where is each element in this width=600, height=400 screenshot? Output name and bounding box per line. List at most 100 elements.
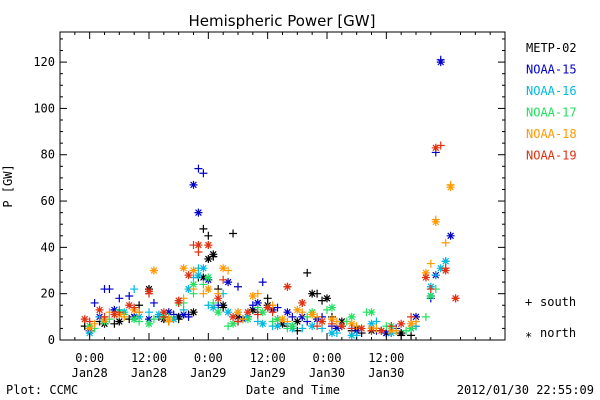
chart-title: Hemispheric Power [GW] [189, 12, 376, 30]
south-point [130, 285, 139, 294]
north-point [204, 273, 213, 282]
north-point [209, 303, 218, 312]
north-point [431, 217, 440, 226]
north-point [199, 273, 208, 282]
north-point [436, 264, 445, 273]
series-noaa-15 [85, 55, 455, 338]
x-tick-label-time: 12:00 [250, 351, 286, 365]
south-point [199, 289, 208, 298]
x-tick-label-time: 12:00 [368, 351, 404, 365]
footer-timestamp: 2012/01/30 22:55:09 [457, 383, 594, 397]
north-point [234, 308, 242, 317]
south-point [194, 164, 203, 173]
south-point [149, 315, 158, 324]
north-point [337, 317, 346, 326]
north-point [347, 319, 356, 328]
x-tick-label-date: Jan28 [131, 366, 167, 380]
north-point [115, 317, 124, 326]
north-point [426, 292, 435, 300]
south-point [268, 308, 277, 317]
north-point [327, 303, 336, 312]
south-point [327, 319, 336, 328]
south-point [347, 324, 356, 333]
north-point [159, 308, 168, 317]
north-point [189, 308, 198, 317]
south-point [145, 308, 153, 317]
south-point [298, 324, 307, 333]
south-point [263, 294, 272, 303]
north-point [293, 317, 302, 326]
north-point [199, 264, 208, 273]
north-point [194, 241, 203, 250]
north-point [184, 271, 193, 280]
series-noaa-19 [80, 141, 460, 335]
north-point [189, 280, 198, 289]
marker-legend-symbol: + [525, 295, 532, 309]
plot-frame [59, 31, 506, 341]
north-point [164, 308, 173, 317]
north-point [145, 319, 153, 328]
north-point [179, 310, 188, 319]
north-point [397, 319, 406, 328]
y-axis: 0 20 40 60 80 100 120 [33, 38, 505, 347]
north-point [446, 231, 455, 240]
south-point [431, 271, 440, 280]
north-point [421, 273, 430, 282]
north-point [174, 312, 183, 321]
north-point [283, 308, 292, 317]
x-tick-label-date: Jan29 [190, 366, 226, 380]
south-point [179, 305, 188, 314]
north-point [214, 308, 223, 317]
north-point [95, 305, 104, 314]
x-tick-label-date: Jan30 [368, 366, 404, 380]
y-tick-label: 40 [41, 240, 55, 254]
south-point [253, 310, 262, 319]
north-point [224, 308, 233, 317]
north-point [169, 315, 178, 324]
north-point [189, 180, 198, 189]
north-point [387, 326, 396, 335]
south-point [253, 303, 262, 312]
marker-legend-label: south [540, 295, 576, 309]
south-point [367, 326, 376, 335]
legend: METP-02 NOAA-15 NOAA-16 NOAA-17 NOAA-18 NOAA-… [525, 41, 577, 344]
north-point [332, 324, 341, 333]
north-point [421, 268, 430, 277]
legend-entry: NOAA-19 [526, 149, 577, 163]
legend-entry: NOAA-17 [526, 106, 577, 120]
north-point [278, 315, 287, 324]
y-tick-label: 60 [41, 194, 55, 208]
north-point [243, 308, 252, 317]
south-point [199, 280, 208, 289]
south-point [426, 285, 435, 294]
south-point [421, 312, 430, 321]
north-point [308, 289, 317, 298]
north-point [204, 285, 213, 294]
south-point [199, 224, 208, 233]
x-tick-label-time: 12:00 [131, 351, 167, 365]
north-point [214, 294, 223, 303]
north-point [446, 183, 455, 192]
legend-entry: METP-02 [526, 41, 577, 55]
north-point [243, 315, 252, 324]
x-axis: 0:00Jan2812:00Jan280:00Jan2912:00Jan290:… [59, 32, 491, 380]
south-point [204, 231, 213, 240]
x-tick-label-time: 0:00 [194, 351, 223, 365]
footer-source: Plot: CCMC [6, 383, 78, 397]
north-point [357, 324, 366, 333]
north-point [377, 326, 386, 335]
north-point [248, 292, 257, 300]
south-point [194, 248, 203, 256]
north-point [130, 315, 139, 324]
north-point [367, 308, 376, 317]
north-point [149, 266, 158, 275]
north-point [204, 254, 213, 263]
south-point [90, 319, 99, 328]
north-point [347, 331, 356, 340]
north-point [110, 305, 119, 314]
north-point [352, 326, 361, 335]
x-axis-label: Date and Time [246, 383, 340, 397]
north-point [441, 257, 450, 266]
north-point [219, 301, 228, 310]
south-point [238, 315, 247, 324]
